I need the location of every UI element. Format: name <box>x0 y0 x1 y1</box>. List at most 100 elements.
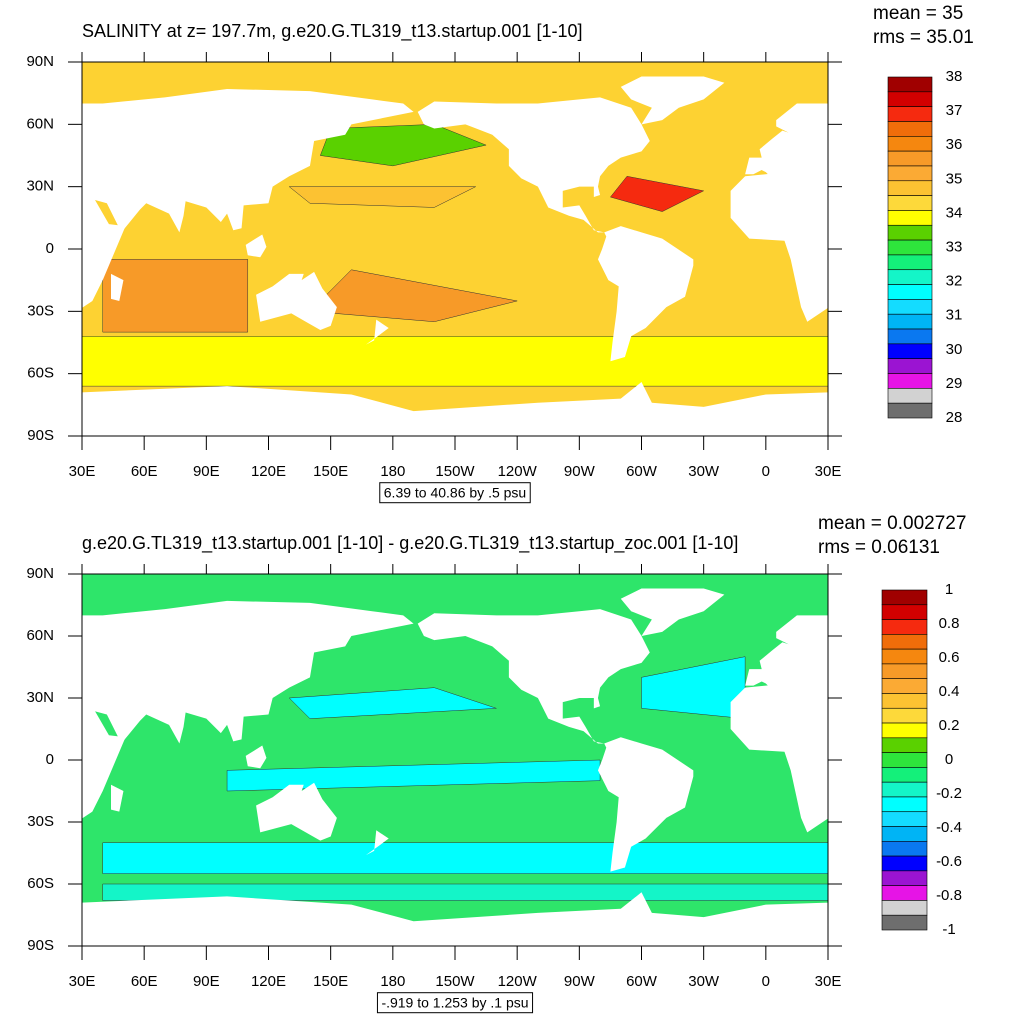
colorbar-box <box>881 914 928 931</box>
colorbar-label: 30 <box>946 341 963 358</box>
land <box>730 172 828 322</box>
x-tick-label: 0 <box>762 973 770 990</box>
stat-label: rms = 35.01 <box>873 27 974 48</box>
y-tick-label: 60N <box>26 627 54 644</box>
land <box>620 588 725 636</box>
colorbar-box <box>881 693 928 709</box>
colorbar-box <box>887 328 933 345</box>
colorbar-label: 31 <box>946 307 963 324</box>
colorbar-label: 34 <box>946 204 963 221</box>
x-tick-label: 150E <box>313 463 348 480</box>
colorbar-box <box>887 180 933 196</box>
x-tick-label: 30E <box>69 973 96 990</box>
x-tick-label: 30E <box>69 463 96 480</box>
colorbar-box <box>881 826 928 842</box>
colorbar-box <box>887 373 933 389</box>
y-tick-label: 30S <box>27 302 54 319</box>
range-note-box <box>379 482 531 504</box>
land <box>82 892 828 946</box>
contour-region <box>288 186 476 208</box>
x-tick-label: 90W <box>564 463 596 480</box>
contour-region <box>288 687 497 719</box>
land <box>365 830 389 856</box>
colorbar-box <box>887 343 933 359</box>
contour-region <box>102 259 249 333</box>
land <box>365 319 389 345</box>
contour-region <box>609 176 705 212</box>
x-tick-label: 120W <box>498 973 538 990</box>
colorbar-box <box>887 136 933 152</box>
colorbar-box <box>887 402 933 419</box>
colorbar-box <box>881 796 928 813</box>
colorbar-label: 0 <box>945 751 953 768</box>
colorbar-label: 35 <box>946 170 963 187</box>
colorbar-label: 0.4 <box>939 683 960 700</box>
colorbar-label: -0.6 <box>936 853 962 870</box>
x-tick-label: 30E <box>815 973 842 990</box>
land <box>82 381 828 436</box>
range-note-box <box>376 992 534 1014</box>
land <box>245 234 267 258</box>
x-tick-label: 30W <box>688 973 720 990</box>
colorbar-label: -0.4 <box>936 819 962 836</box>
map-area <box>82 574 828 946</box>
colorbar-label: 33 <box>946 238 963 255</box>
colorbar-box <box>887 388 933 404</box>
colorbar-box <box>881 752 928 768</box>
x-tick-label: 60W <box>626 973 658 990</box>
colorbar-label: -0.8 <box>936 887 962 904</box>
colorbar-box <box>887 254 933 271</box>
x-tick-label: 150E <box>313 973 348 990</box>
colorbar-box <box>887 313 933 330</box>
colorbar-label: 0.6 <box>939 649 960 666</box>
panel-title: SALINITY at z= 197.7m, g.e20.G.TL319_t13… <box>82 21 582 42</box>
contour-region <box>82 842 83 874</box>
colorbar-box <box>887 224 933 241</box>
y-tick-label: 60S <box>27 365 54 382</box>
colorbar-box <box>887 239 933 256</box>
stat-label: mean = 0.002727 <box>818 513 966 534</box>
land <box>597 226 694 362</box>
colorbar-box <box>881 722 928 739</box>
x-tick-label: 30W <box>688 463 720 480</box>
colorbar-box <box>881 900 928 916</box>
x-tick-label: 60E <box>131 463 158 480</box>
y-tick-label: 90S <box>27 427 54 444</box>
colorbar-label: 0.8 <box>939 615 960 632</box>
x-tick-label: 120E <box>251 463 286 480</box>
colorbar-box <box>881 604 928 620</box>
y-tick-label: 60S <box>27 875 54 892</box>
land <box>256 271 337 331</box>
colorbar-box <box>887 195 933 211</box>
y-tick-label: 0 <box>46 751 54 768</box>
y-tick-label: 90N <box>26 565 54 582</box>
colorbar-box <box>881 678 928 694</box>
x-tick-label: 60E <box>131 973 158 990</box>
contour-region <box>82 336 828 387</box>
land <box>111 784 124 812</box>
x-tick-label: 150W <box>435 463 475 480</box>
x-tick-label: 180 <box>380 973 405 990</box>
x-tick-label: 30E <box>815 463 842 480</box>
colorbar-box <box>881 737 928 753</box>
contour-region <box>226 759 601 792</box>
land <box>82 694 126 819</box>
colorbar-box <box>887 106 933 122</box>
colorbar-box <box>887 165 933 182</box>
range-note: 6.39 to 40.86 by .5 psu <box>384 485 526 501</box>
colorbar-label: 38 <box>946 68 963 85</box>
land <box>256 782 337 841</box>
colorbar-box <box>881 781 928 798</box>
panel-title: g.e20.G.TL319_t13.startup.001 [1-10] - g… <box>82 533 738 554</box>
colorbar-box <box>881 885 928 901</box>
y-tick-label: 30N <box>26 689 54 706</box>
contour-region <box>102 883 828 901</box>
land <box>82 89 414 233</box>
x-tick-label: 90W <box>564 973 596 990</box>
map-area <box>82 62 828 436</box>
x-tick-label: 120W <box>498 463 538 480</box>
colorbar-box <box>881 870 928 886</box>
stat-label: rms = 0.06131 <box>818 537 940 558</box>
land <box>245 745 267 769</box>
